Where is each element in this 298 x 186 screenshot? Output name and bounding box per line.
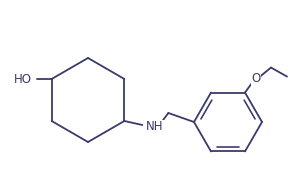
Text: HO: HO: [14, 73, 32, 86]
Text: NH: NH: [146, 121, 164, 134]
Text: O: O: [252, 72, 261, 85]
